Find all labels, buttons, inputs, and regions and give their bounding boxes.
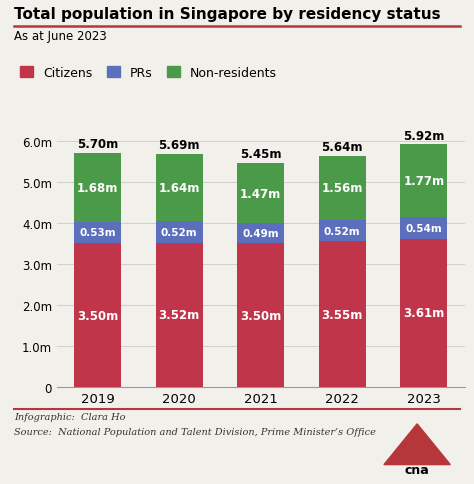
Text: 0.52m: 0.52m xyxy=(161,227,198,237)
Text: 1.77m: 1.77m xyxy=(403,175,444,187)
Bar xyxy=(319,157,366,221)
Text: 1.68m: 1.68m xyxy=(77,182,118,194)
Bar xyxy=(155,154,203,222)
Text: 0.49m: 0.49m xyxy=(242,229,279,239)
Text: Total population in Singapore by residency status: Total population in Singapore by residen… xyxy=(14,7,441,22)
Text: 5.92m: 5.92m xyxy=(403,129,445,142)
Polygon shape xyxy=(384,424,450,465)
Text: 3.55m: 3.55m xyxy=(321,308,363,321)
Bar xyxy=(319,242,366,387)
Bar xyxy=(400,145,447,217)
Text: 1.64m: 1.64m xyxy=(158,182,200,195)
Text: 5.70m: 5.70m xyxy=(77,138,118,151)
Text: 0.52m: 0.52m xyxy=(324,226,361,236)
Text: 3.50m: 3.50m xyxy=(77,309,118,322)
Bar xyxy=(400,217,447,240)
Bar xyxy=(74,222,121,244)
Text: 1.56m: 1.56m xyxy=(321,182,363,195)
Text: 3.50m: 3.50m xyxy=(240,309,282,322)
Text: 3.61m: 3.61m xyxy=(403,307,445,320)
Bar xyxy=(74,153,121,222)
Bar xyxy=(237,224,284,244)
Bar xyxy=(319,221,366,242)
Bar xyxy=(155,222,203,243)
Text: 0.53m: 0.53m xyxy=(79,228,116,238)
Text: 5.45m: 5.45m xyxy=(240,148,282,161)
Text: 5.64m: 5.64m xyxy=(321,141,363,154)
Legend: Citizens, PRs, Non-residents: Citizens, PRs, Non-residents xyxy=(20,67,277,80)
Text: 3.52m: 3.52m xyxy=(158,309,200,321)
Text: Source:  National Population and Talent Division, Prime Minister’s Office: Source: National Population and Talent D… xyxy=(14,427,376,436)
Text: cna: cna xyxy=(405,463,429,476)
Bar xyxy=(400,240,447,387)
Bar xyxy=(237,164,284,224)
Text: Infographic:  Clara Ho: Infographic: Clara Ho xyxy=(14,412,126,422)
Bar xyxy=(155,243,203,387)
Text: As at June 2023: As at June 2023 xyxy=(14,30,107,43)
Text: 1.47m: 1.47m xyxy=(240,187,282,200)
Text: 5.69m: 5.69m xyxy=(158,139,200,152)
Bar xyxy=(74,244,121,387)
Bar xyxy=(237,244,284,387)
Text: 0.54m: 0.54m xyxy=(405,223,442,233)
